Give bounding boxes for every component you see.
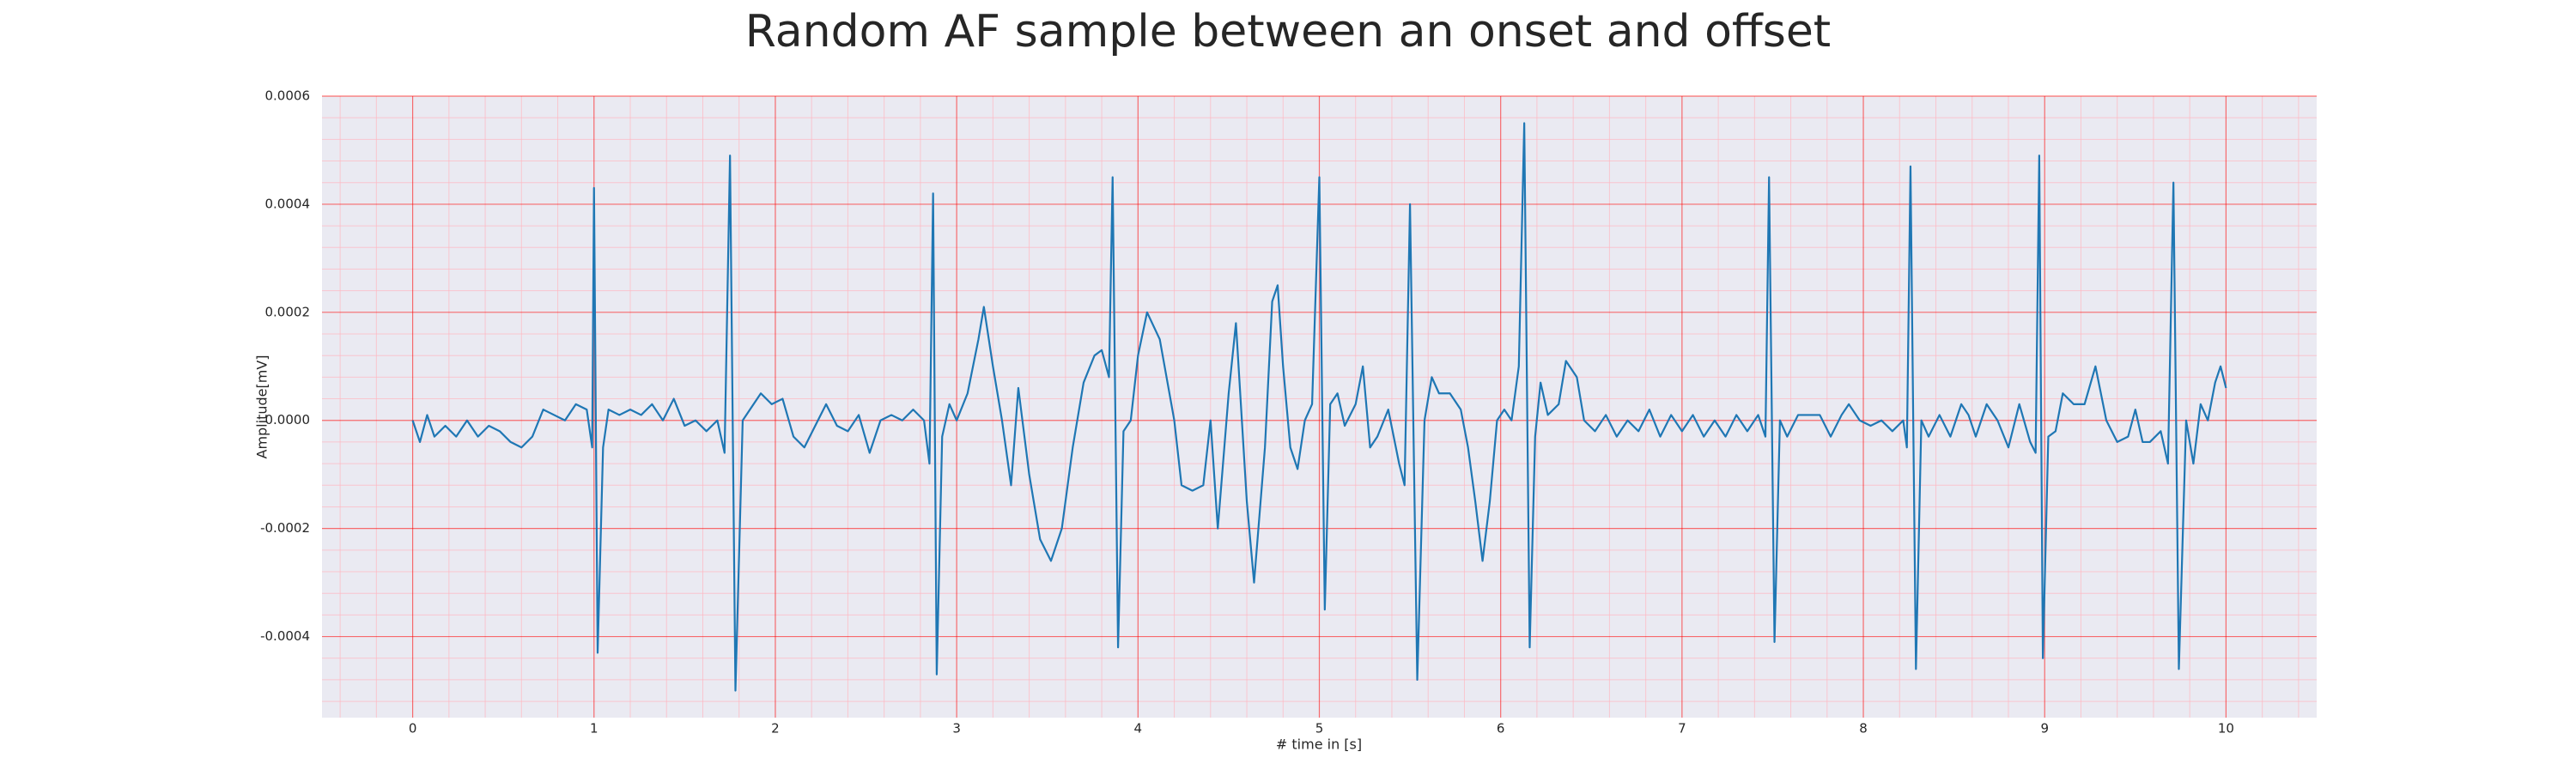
x-tick-label: 5 (1315, 721, 1324, 737)
x-tick-label: 0 (409, 721, 417, 737)
x-tick-label: 8 (1859, 721, 1868, 737)
x-tick-label: 9 (2040, 721, 2049, 737)
x-tick-label: 1 (590, 721, 598, 737)
x-axis-label: # time in [s] (1276, 737, 1362, 753)
y-tick-label: 0.0004 (265, 196, 311, 211)
chart-title: Random AF sample between an onset and of… (745, 6, 1831, 58)
y-tick-label: -0.0004 (260, 628, 310, 644)
x-tick-label: 3 (952, 721, 961, 737)
y-tick-label: 0.0000 (265, 412, 311, 427)
y-axis-label: Amplitude[mV] (254, 355, 270, 458)
x-tick-label: 6 (1497, 721, 1505, 737)
x-tick-label: 4 (1134, 721, 1143, 737)
y-tick-label: -0.0002 (260, 520, 310, 536)
y-tick-label: 0.0006 (265, 88, 311, 104)
x-tick-label: 7 (1678, 721, 1686, 737)
x-tick-label: 10 (2218, 721, 2234, 737)
signal-line (411, 122, 2227, 692)
x-tick-label: 2 (771, 721, 780, 737)
y-tick-label: 0.0002 (265, 304, 311, 319)
